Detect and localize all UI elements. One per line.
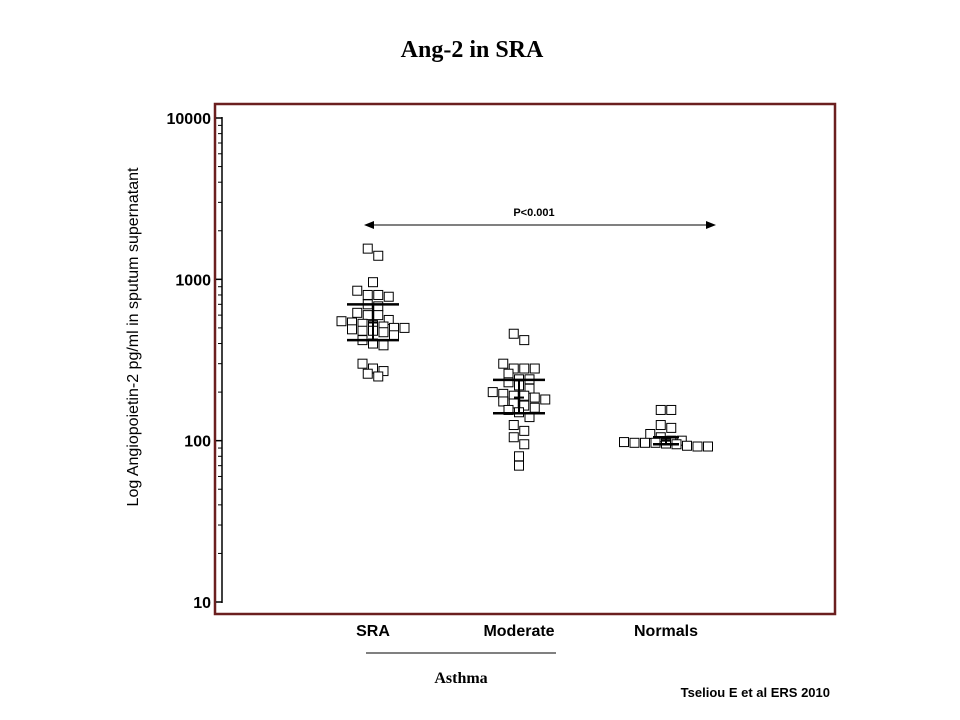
data-point-normals-3: [666, 422, 677, 433]
data-point-sra-5: [373, 289, 384, 300]
data-point-moderate-29: [514, 451, 524, 462]
data-point-sra-30: [378, 366, 389, 377]
data-point-sra-27: [378, 340, 389, 351]
data-point-moderate-12: [487, 387, 498, 398]
data-point-moderate-11: [524, 383, 535, 394]
data-point-sra-23: [378, 327, 389, 338]
data-point-moderate-17: [540, 394, 551, 405]
data-point-normals-2: [655, 420, 666, 431]
data-point-moderate-1: [519, 335, 530, 346]
data-point-sra-13: [336, 316, 347, 327]
data-point-moderate-22: [503, 404, 514, 415]
data-point-sra-12: [383, 314, 394, 325]
p-value-arrowhead-right: [706, 221, 716, 229]
data-point-sra-28: [357, 358, 368, 369]
data-point-moderate-25: [508, 420, 519, 431]
data-point-sra-10: [362, 310, 373, 321]
data-point-normals-4: [645, 428, 656, 439]
p-value-text: P<0.001: [513, 207, 554, 219]
data-point-normals-15: [692, 441, 703, 452]
category-label-normals: Normals: [634, 623, 698, 640]
data-point-sra-32: [373, 371, 384, 382]
data-point-sra-11: [373, 310, 384, 321]
data-point-moderate-16: [529, 392, 540, 403]
data-point-sra-20: [347, 324, 357, 335]
data-point-moderate-6: [503, 368, 514, 379]
data-point-sra-6: [383, 291, 394, 302]
data-point-sra-21: [357, 325, 368, 336]
p-value-annotation: P<0.001: [364, 207, 716, 229]
data-point-moderate-5: [529, 363, 540, 374]
data-point-sra-24: [389, 330, 399, 341]
data-point-sra-1: [373, 250, 384, 261]
data-point-sra-9: [352, 307, 363, 318]
y-tick-label-2: 1000: [175, 272, 211, 289]
data-point-moderate-27: [508, 432, 519, 443]
y-tick-label-3: 10000: [167, 111, 212, 128]
data-point-normals-0: [655, 404, 666, 415]
data-point-moderate-2: [498, 358, 509, 369]
data-point-moderate-3: [508, 363, 519, 374]
group-label: Asthma: [434, 670, 487, 687]
data-point-sra-19: [399, 322, 410, 333]
data-point-sra-2: [368, 277, 378, 288]
data-point-sra-29: [368, 363, 378, 374]
y-tick-label-0: 10: [193, 595, 211, 612]
category-label-sra: SRA: [356, 623, 390, 640]
data-point-sra-31: [362, 368, 373, 379]
citation: Tseliou E et al ERS 2010: [681, 685, 830, 700]
data-point-moderate-26: [519, 425, 530, 436]
data-point-normals-9: [629, 437, 640, 448]
data-point-moderate-30: [514, 460, 524, 471]
chart-title: Ang-2 in SRA: [401, 37, 544, 63]
data-point-normals-1: [666, 404, 677, 415]
y-tick-label-1: 100: [184, 434, 211, 451]
data-point-moderate-4: [519, 363, 530, 374]
data-point-normals-8: [619, 437, 629, 448]
data-point-normals-16: [703, 441, 713, 452]
data-point-moderate-15: [519, 390, 530, 401]
plot-frame: [213, 102, 837, 616]
data-point-sra-4: [362, 289, 373, 300]
y-axis-label: Log Angiopoietin-2 pg/ml in sputum super…: [125, 167, 142, 506]
category-label-moderate: Moderate: [483, 623, 554, 640]
summary-bars: [347, 303, 679, 446]
data-point-moderate-18: [498, 396, 509, 407]
data-point-moderate-9: [503, 377, 514, 388]
data-point-moderate-28: [519, 439, 530, 450]
data-point-normals-10: [640, 437, 650, 448]
data-point-moderate-21: [529, 402, 540, 413]
data-point-sra-0: [362, 243, 373, 254]
data-point-sra-3: [352, 285, 363, 296]
data-point-normals-11: [650, 437, 661, 448]
p-value-arrowhead-left: [364, 221, 374, 229]
y-ticks: 10 100 1000 10000: [167, 111, 222, 612]
data-point-moderate-0: [508, 328, 519, 339]
data-point-normals-14: [682, 440, 692, 451]
